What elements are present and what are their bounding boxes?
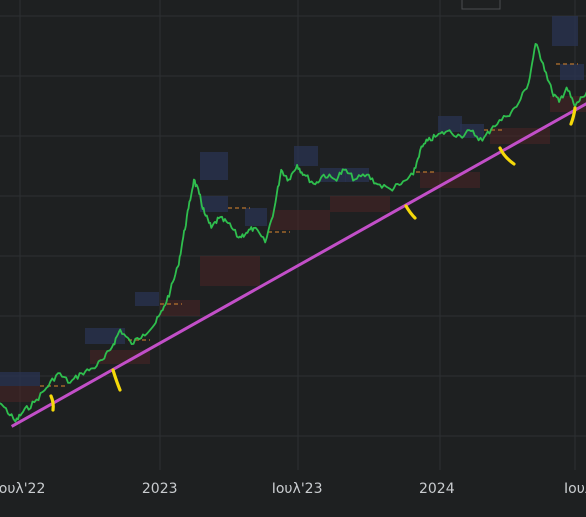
price-line bbox=[0, 43, 586, 423]
pullback-marker bbox=[49, 394, 55, 412]
zone-block bbox=[294, 146, 318, 166]
toolbar-corner bbox=[461, 0, 501, 10]
x-tick-label: Ιουλ'22 bbox=[0, 481, 45, 497]
zone-block bbox=[200, 152, 228, 180]
zone-block bbox=[245, 208, 267, 226]
x-tick-label: 2024 bbox=[419, 481, 455, 497]
zone-block bbox=[560, 64, 584, 80]
grid bbox=[0, 0, 586, 470]
pullback-marker bbox=[569, 106, 577, 126]
markers-layer bbox=[49, 106, 577, 412]
pullback-marker bbox=[111, 368, 122, 392]
zone-block bbox=[135, 292, 159, 306]
zone-block bbox=[438, 116, 462, 132]
price-series-layer bbox=[0, 43, 586, 423]
zone-block bbox=[552, 16, 578, 46]
overlay-zones bbox=[0, 16, 586, 402]
x-tick-label: Ιουλ bbox=[564, 481, 586, 497]
trendline-layer bbox=[10, 102, 586, 428]
x-tick-label: Ιουλ'23 bbox=[272, 481, 323, 497]
x-axis-ticks: Ιουλ'22 2023 Ιουλ'23 2024 Ιουλ bbox=[0, 481, 586, 497]
zone-block bbox=[0, 372, 40, 386]
pullback-marker bbox=[498, 146, 516, 166]
zone-block bbox=[200, 196, 228, 212]
zone-block-red bbox=[330, 196, 390, 212]
x-tick-label: 2023 bbox=[142, 481, 178, 497]
pullback-marker bbox=[404, 204, 417, 220]
zone-block bbox=[345, 168, 369, 182]
zone-block-red bbox=[200, 256, 260, 286]
trendline bbox=[10, 102, 586, 428]
zone-block-red bbox=[0, 386, 40, 402]
zone-block-red bbox=[270, 210, 330, 230]
